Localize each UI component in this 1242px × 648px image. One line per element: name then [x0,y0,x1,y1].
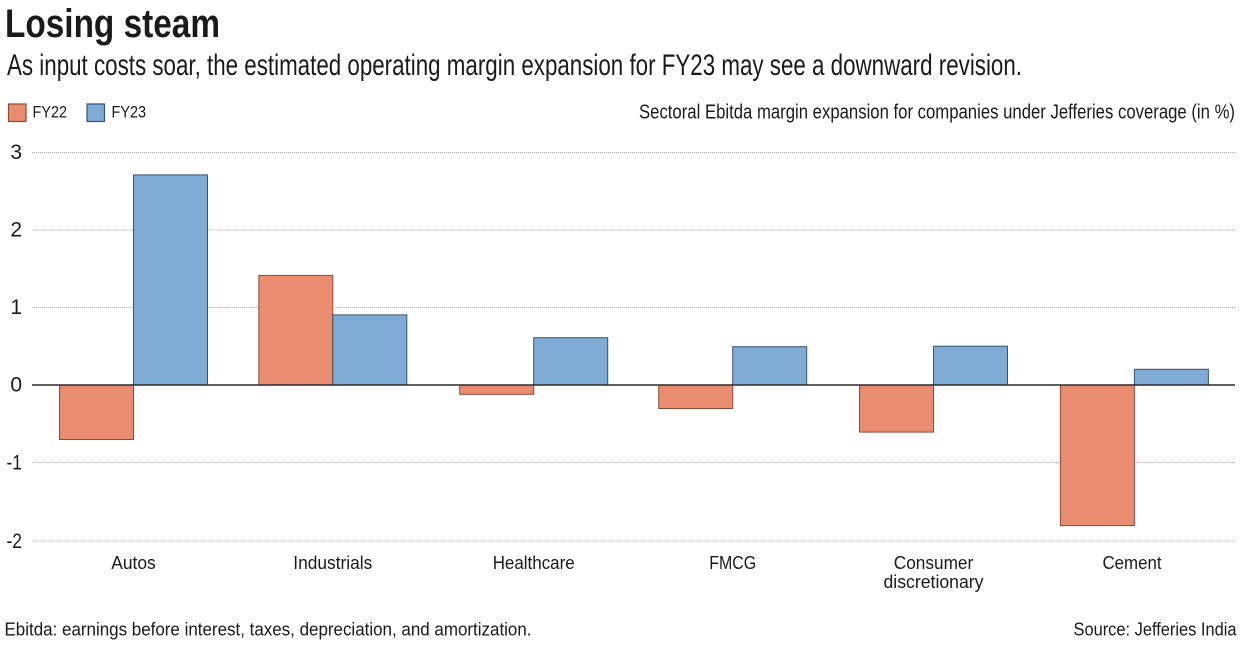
svg-text:1: 1 [10,296,22,319]
svg-text:Ebitda: earnings before intere: Ebitda: earnings before interest, taxes,… [5,620,532,640]
svg-text:Consumer: Consumer [894,553,974,573]
svg-text:Healthcare: Healthcare [493,553,575,573]
svg-text:Autos: Autos [111,553,156,573]
svg-text:FMCG: FMCG [709,553,756,573]
svg-text:Source: Jefferies India: Source: Jefferies India [1074,620,1238,640]
svg-text:-2: -2 [7,530,23,553]
svg-text:Losing steam: Losing steam [5,2,220,46]
svg-text:Industrials: Industrials [293,553,372,573]
svg-text:FY22: FY22 [33,103,68,122]
svg-text:-1: -1 [7,452,23,475]
svg-text:0: 0 [10,374,22,397]
svg-text:discretionary: discretionary [884,572,984,592]
svg-text:As input costs soar, the estim: As input costs soar, the estimated opera… [7,49,1022,82]
svg-text:Cement: Cement [1103,553,1162,573]
svg-text:FY23: FY23 [112,103,147,122]
svg-text:3: 3 [10,141,22,164]
svg-text:2: 2 [10,219,22,242]
svg-text:Sectoral Ebitda margin expansi: Sectoral Ebitda margin expansion for com… [639,102,1235,124]
